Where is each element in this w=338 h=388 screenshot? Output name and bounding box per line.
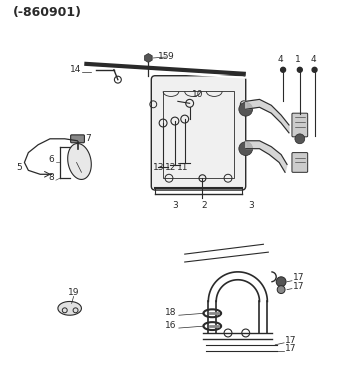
Text: 15: 15 — [158, 52, 170, 61]
Text: 5: 5 — [17, 163, 22, 172]
Text: (-860901): (-860901) — [13, 5, 81, 19]
Text: 3: 3 — [172, 201, 178, 210]
Text: 9: 9 — [167, 52, 173, 61]
Circle shape — [297, 68, 302, 72]
Text: 1: 1 — [295, 55, 301, 64]
Text: 17: 17 — [293, 273, 305, 282]
Text: 4: 4 — [277, 55, 283, 64]
Text: 17: 17 — [285, 336, 296, 345]
Text: 13: 13 — [153, 163, 165, 172]
Text: 17: 17 — [293, 282, 305, 291]
Text: 6: 6 — [48, 156, 54, 165]
Text: 14: 14 — [70, 65, 81, 74]
FancyBboxPatch shape — [71, 135, 84, 143]
Circle shape — [312, 68, 317, 72]
FancyBboxPatch shape — [292, 152, 308, 172]
Text: 2: 2 — [201, 201, 207, 210]
Circle shape — [276, 277, 286, 287]
Text: 7: 7 — [86, 134, 91, 143]
Text: 12: 12 — [165, 163, 177, 172]
Text: 19: 19 — [68, 288, 79, 296]
Text: 4: 4 — [311, 55, 316, 64]
FancyBboxPatch shape — [151, 76, 246, 190]
Polygon shape — [246, 141, 287, 172]
Circle shape — [295, 134, 305, 144]
Polygon shape — [246, 99, 289, 133]
Text: 10: 10 — [192, 90, 203, 99]
Circle shape — [277, 286, 285, 294]
Text: 3: 3 — [249, 201, 255, 210]
Text: 8: 8 — [48, 173, 54, 182]
Text: 16: 16 — [165, 321, 177, 330]
Circle shape — [239, 102, 252, 116]
Text: 18: 18 — [165, 308, 177, 317]
Circle shape — [239, 142, 252, 156]
Text: 17: 17 — [285, 344, 296, 353]
Text: 11: 11 — [177, 163, 189, 172]
Polygon shape — [58, 301, 81, 315]
Circle shape — [281, 68, 286, 72]
FancyBboxPatch shape — [292, 113, 308, 137]
Polygon shape — [68, 144, 91, 180]
